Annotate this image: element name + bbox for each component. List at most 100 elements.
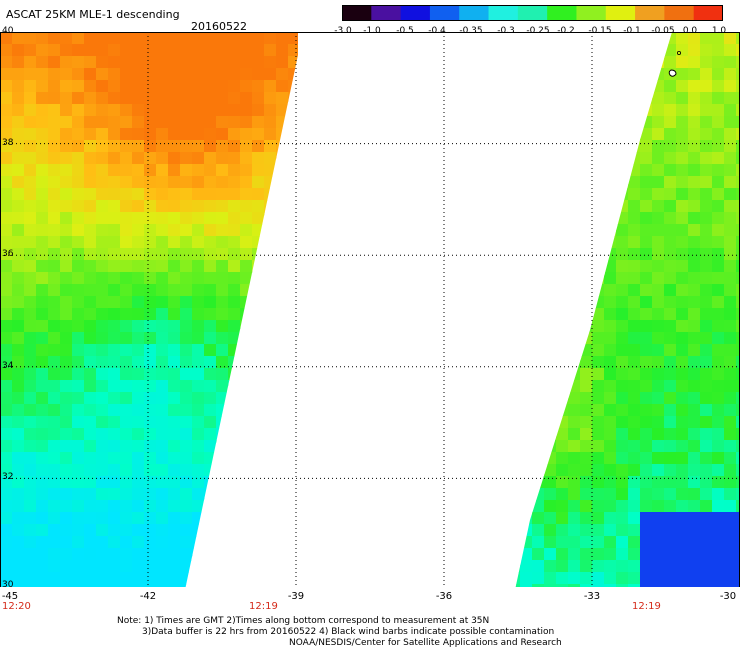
swath-cell xyxy=(12,584,25,587)
swath-cell xyxy=(628,140,641,153)
swath-cell xyxy=(724,164,737,177)
swath-cell xyxy=(12,140,25,153)
swath-cell xyxy=(544,416,557,429)
swath-cell xyxy=(72,356,85,369)
swath-cell xyxy=(144,332,157,345)
swath-cell xyxy=(36,128,49,141)
swath-cell xyxy=(132,308,145,321)
swath-cell xyxy=(544,296,557,309)
swath-cell xyxy=(616,176,629,189)
swath-cell xyxy=(252,212,265,225)
swath-cell xyxy=(180,560,193,573)
swath-cell xyxy=(156,512,169,525)
swath-cell xyxy=(216,116,229,129)
swath-cell xyxy=(556,392,569,405)
swath-cell xyxy=(84,308,97,321)
swath-cell xyxy=(36,332,49,345)
swath-cell xyxy=(96,248,109,261)
swath-cell xyxy=(228,356,241,369)
swath-cell xyxy=(96,344,109,357)
swath-cell xyxy=(532,332,545,345)
swath-cell xyxy=(664,308,677,321)
swath-cell xyxy=(264,104,277,117)
swath-cell xyxy=(580,128,593,141)
swath-cell xyxy=(664,116,677,129)
swath-cell xyxy=(180,116,193,129)
swath-cell xyxy=(652,524,665,537)
swath-cell xyxy=(0,188,13,201)
swath-cell xyxy=(688,80,701,93)
swath-cell xyxy=(264,248,277,261)
swath-cell xyxy=(616,416,629,429)
swath-cell xyxy=(72,320,85,333)
swath-cell xyxy=(544,380,557,393)
swath-cell xyxy=(652,500,665,513)
swath-cell xyxy=(72,236,85,249)
time-left: 12:20 xyxy=(2,601,31,612)
swath-cell xyxy=(12,392,25,405)
swath-cell xyxy=(532,344,545,357)
swath-cell xyxy=(568,200,581,213)
swath-cell xyxy=(0,344,13,357)
swath-cell xyxy=(664,284,677,297)
swath-cell xyxy=(640,284,653,297)
swath-cell xyxy=(700,428,713,441)
swath-cell xyxy=(240,320,253,333)
swath-cell xyxy=(120,224,133,237)
swath-cell xyxy=(616,584,629,587)
swath-cell xyxy=(36,200,49,213)
swath-cell xyxy=(736,344,740,357)
swath-cell xyxy=(216,548,229,561)
swath-cell xyxy=(628,356,641,369)
swath-cell xyxy=(592,428,605,441)
swath-cell xyxy=(252,368,265,381)
swath-cell xyxy=(60,476,73,489)
swath-cell xyxy=(688,176,701,189)
swath-cell xyxy=(640,272,653,285)
swath-cell xyxy=(604,536,617,549)
swath-cell xyxy=(276,260,289,273)
swath-cell xyxy=(736,200,740,213)
swath-cell xyxy=(60,536,73,549)
swath-cell xyxy=(628,212,641,225)
swath-cell xyxy=(276,344,289,357)
swath-cell xyxy=(664,140,677,153)
swath-cell xyxy=(616,320,629,333)
swath-cell xyxy=(520,320,533,333)
swath-cell xyxy=(132,80,145,93)
swath-cell xyxy=(736,584,740,587)
color-scale-swatch xyxy=(664,5,695,21)
swath-cell xyxy=(616,32,629,45)
swath-cell xyxy=(180,464,193,477)
swath-cell xyxy=(736,80,740,93)
swath-cell xyxy=(288,116,298,129)
swath-cell xyxy=(36,308,49,321)
swath-cell xyxy=(515,32,521,45)
time-mid: 12:19 xyxy=(249,601,278,612)
swath-cell xyxy=(688,200,701,213)
swath-cell xyxy=(640,212,653,225)
swath-cell xyxy=(652,260,665,273)
swath-cell xyxy=(604,44,617,57)
swath-cell xyxy=(0,176,13,189)
swath-cell xyxy=(84,284,97,297)
swath-cell xyxy=(264,164,277,177)
swath-cell xyxy=(736,236,740,249)
swath-cell xyxy=(664,176,677,189)
swath-cell xyxy=(168,404,181,417)
swath-cell xyxy=(156,392,169,405)
swath-cell xyxy=(264,392,277,405)
swath-cell xyxy=(568,284,581,297)
swath-cell xyxy=(264,200,277,213)
swath-cell xyxy=(568,44,581,57)
swath-cell xyxy=(556,416,569,429)
color-scale-label: 1.0 xyxy=(711,26,727,36)
swath-cell xyxy=(580,284,593,297)
swath-cell xyxy=(640,368,653,381)
swath-cell xyxy=(240,308,253,321)
swath-cell xyxy=(192,512,205,525)
swath-cell xyxy=(712,260,725,273)
swath-cell xyxy=(48,236,61,249)
swath-cell xyxy=(616,296,629,309)
swath-cell xyxy=(156,536,169,549)
